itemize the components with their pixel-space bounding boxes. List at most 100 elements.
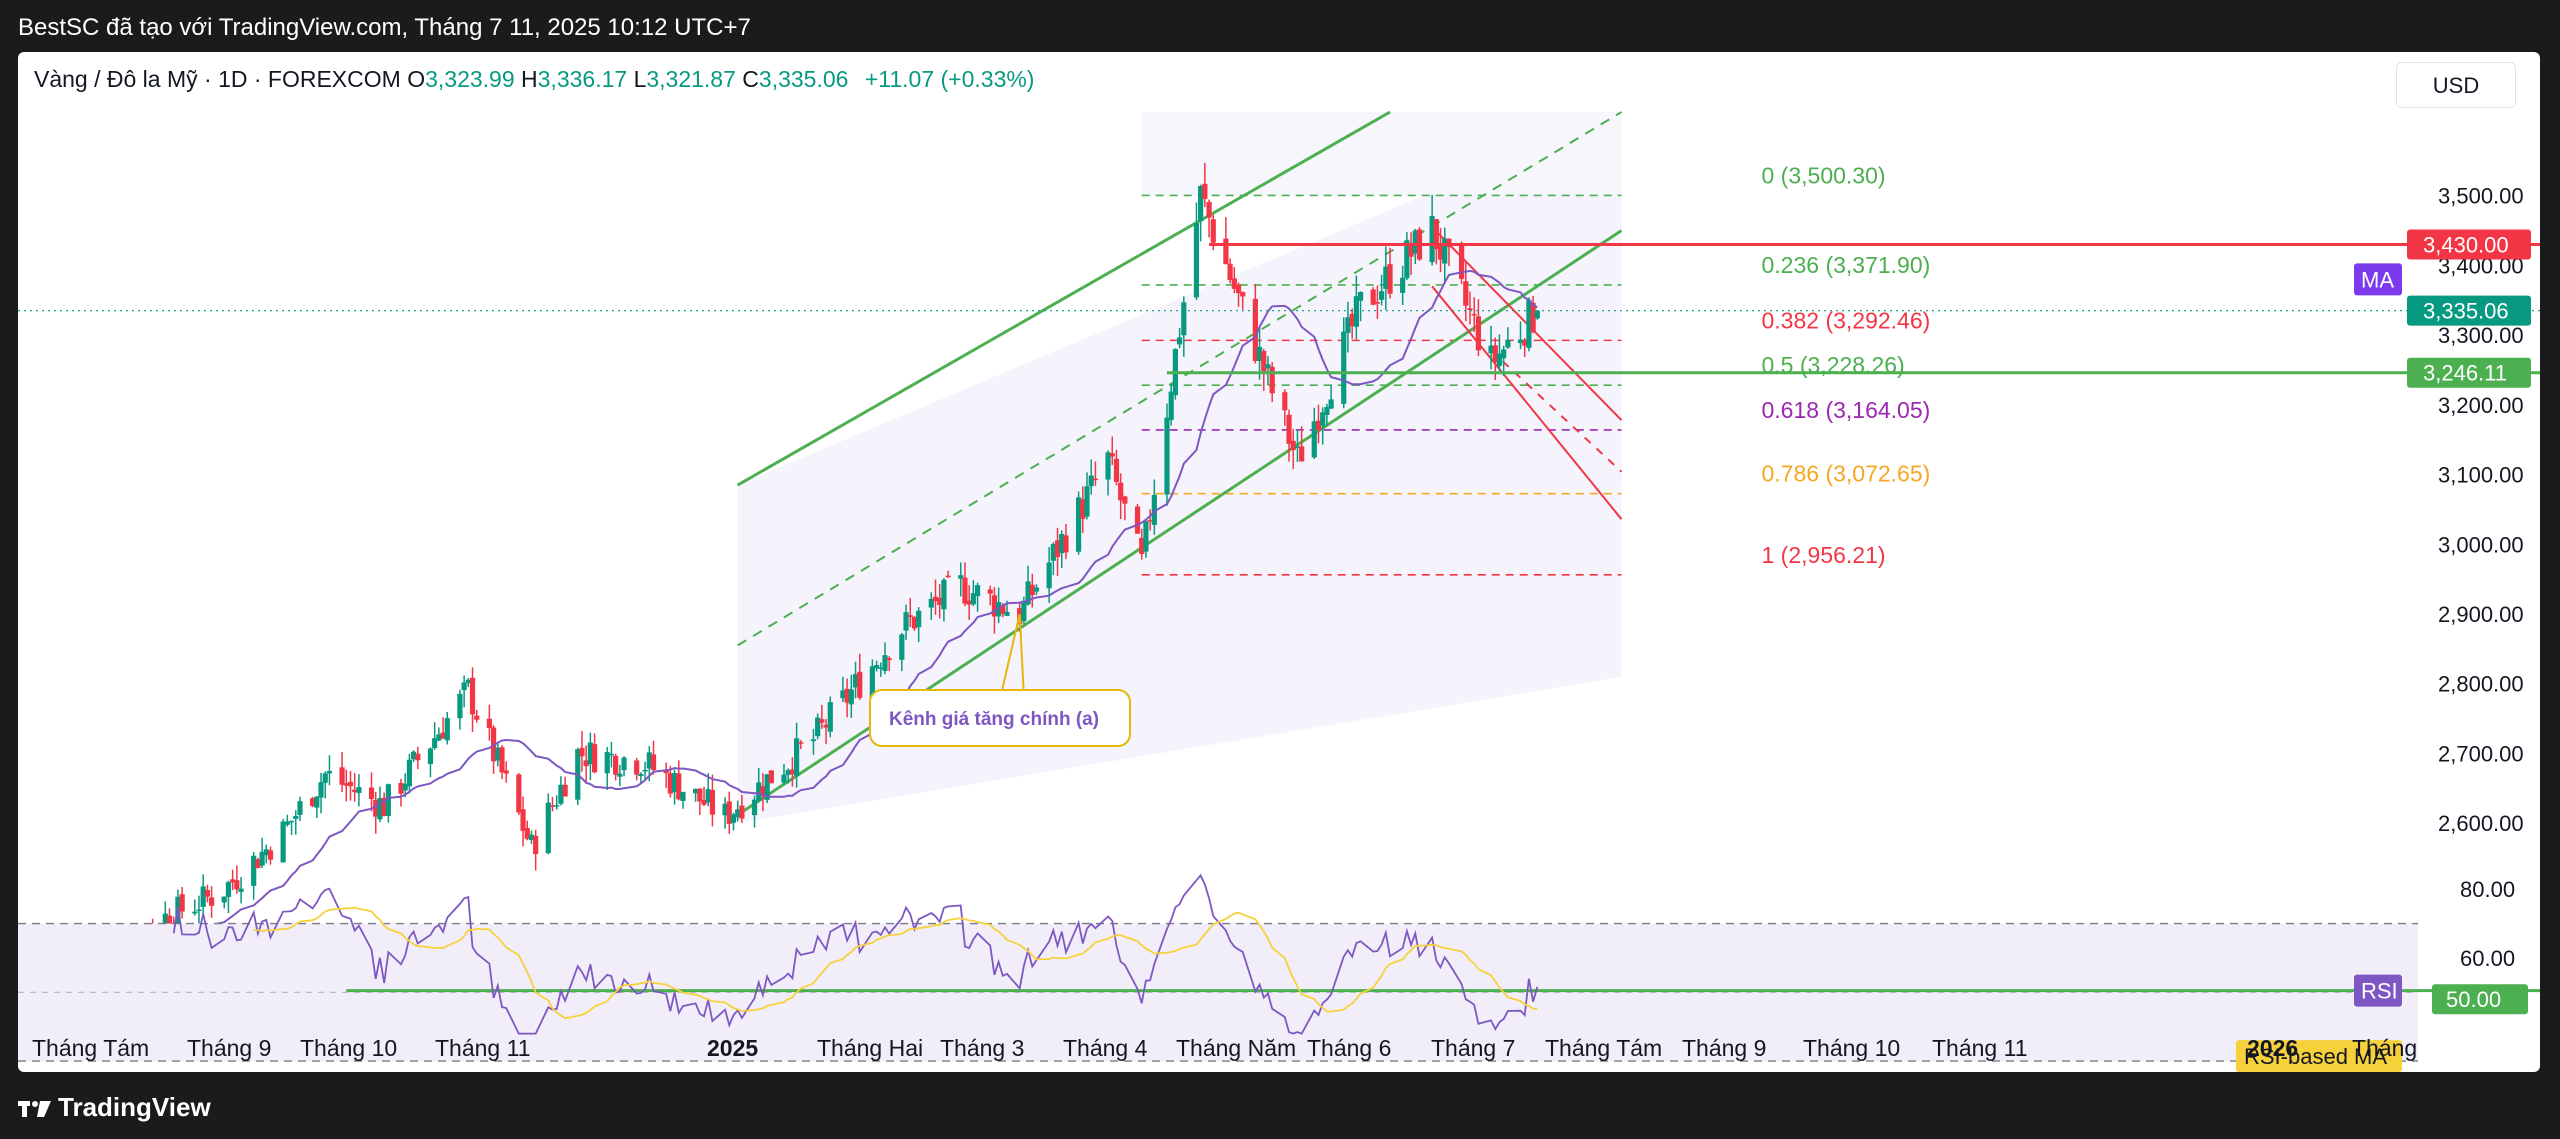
candle-body: [852, 674, 859, 688]
rsi-pane[interactable]: 80.00 60.00 RSI 50.00 RSI-based MA: [18, 873, 2540, 1072]
candle-body: [1193, 223, 1200, 298]
candle-body: [1387, 264, 1393, 294]
candle-body: [238, 888, 244, 892]
candle-body: [1429, 216, 1435, 263]
ma-tag-bg[interactable]: [2354, 263, 2402, 296]
candle-body: [987, 589, 993, 594]
resistance-price-label-bg: [2407, 229, 2531, 260]
fib-label-0.382: 0.382 (3,292.46): [1762, 307, 1931, 333]
candle-body: [310, 798, 316, 807]
channel-upper-line[interactable]: [736, 110, 1391, 487]
candle-body: [886, 658, 892, 660]
candle-body: [1080, 499, 1086, 519]
candle-body: [848, 689, 854, 705]
rsi-ma-tag[interactable]: RSI-based MA: [2244, 1044, 2387, 1069]
candle-body: [558, 784, 564, 804]
candle-body: [1113, 458, 1120, 482]
fibonacci-retracement[interactable]: 0 (3,500.30) 0.236 (3,371.90) 0.382 (3,292…: [1141, 162, 1931, 576]
candle-body: [1282, 392, 1288, 411]
candle-body: [520, 809, 526, 831]
candle-body: [457, 693, 463, 719]
price-tick: 3,000.00: [2438, 532, 2524, 557]
candle-body: [941, 579, 947, 610]
symbol-name: Vàng / Đô la Mỹ · 1D · FOREXCOM: [34, 66, 401, 92]
horizontal-lines[interactable]: [18, 242, 2540, 375]
candle-body: [1353, 296, 1359, 327]
candle-body: [1054, 540, 1061, 558]
candle-body: [1227, 263, 1233, 280]
candle-body: [591, 744, 598, 773]
fib-top-shading: [1141, 112, 1622, 196]
price-axis[interactable]: 3,500.003,400.003,300.003,200.003,100.00…: [2354, 184, 2531, 837]
time-tick: Tháng 11: [1932, 1035, 2027, 1061]
candle-body: [499, 747, 505, 773]
ma-tag[interactable]: MA: [2361, 267, 2394, 292]
candle-body: [1530, 302, 1536, 333]
candle-body: [1063, 535, 1069, 553]
candle-body: [1025, 581, 1031, 605]
low-label: L: [633, 66, 647, 92]
candle-body: [966, 600, 972, 605]
support-price-label-bg: [2407, 357, 2531, 388]
chart-panel[interactable]: 0 (3,500.30) 0.236 (3,371.90) 0.382 (3,292…: [18, 52, 2540, 1072]
candle-body: [857, 671, 863, 698]
fib-label-0: 0 (3,500.30): [1762, 162, 1886, 188]
candle-body: [739, 805, 745, 819]
time-tick: Tháng 7: [1431, 1035, 1515, 1061]
candle-body: [1202, 183, 1208, 200]
candle-body: [1075, 497, 1082, 552]
candle-body: [617, 773, 623, 777]
time-tick: Tháng: [2352, 1035, 2417, 1061]
candle-body: [1311, 421, 1317, 458]
candle-body: [440, 732, 446, 739]
candle-body: [1492, 345, 1498, 363]
time-tick: Tháng Hai: [817, 1035, 923, 1061]
candle-body: [377, 798, 383, 820]
candle-body: [1000, 605, 1006, 614]
rsi-ma-tag-bg[interactable]: [2236, 1040, 2402, 1072]
currency-button[interactable]: USD: [2396, 62, 2516, 108]
candle-body: [255, 859, 261, 869]
descending-channel-lower-line[interactable]: [1431, 285, 1623, 520]
candle-body: [314, 796, 320, 808]
candle-body: [1134, 506, 1141, 534]
candle-body: [899, 634, 905, 660]
rsi-tick: 80.00: [2460, 877, 2515, 902]
rsi-tick: 60.00: [2460, 946, 2515, 971]
time-axis[interactable]: Tháng Tám Tháng 9 Tháng 10 Tháng 11 2025 Thán…: [32, 1035, 2417, 1061]
candle-body: [722, 803, 728, 816]
last-price-label: 3,335.06: [2423, 299, 2509, 324]
candle-body: [402, 783, 408, 791]
candle-body: [280, 821, 286, 863]
candle-body: [385, 784, 391, 816]
candle-body: [465, 679, 471, 684]
time-tick: Tháng 9: [187, 1035, 271, 1061]
candle-body: [701, 799, 707, 805]
price-tick: 3,200.00: [2438, 393, 2524, 418]
rsi-tag-bg[interactable]: [2354, 974, 2402, 1007]
footer-bar: TradingView: [0, 1076, 2560, 1139]
change-value: +11.07 (+0.33%): [864, 66, 1035, 92]
time-tick: Tháng 3: [940, 1035, 1024, 1061]
fib-label-0.618: 0.618 (3,164.05): [1762, 397, 1931, 423]
candle-body: [1471, 313, 1477, 316]
candle-body: [1467, 308, 1473, 311]
candle-body: [928, 598, 934, 608]
candle-body: [495, 747, 501, 761]
candle-body: [1168, 391, 1174, 421]
candle-body: [827, 702, 833, 732]
chart-canvas[interactable]: 0 (3,500.30) 0.236 (3,371.90) 0.382 (3,292…: [18, 52, 2540, 1072]
annotation-layer[interactable]: Kênh giá tăng chính (a): [869, 613, 1131, 747]
fib-label-0.236: 0.236 (3,371.90): [1762, 252, 1931, 278]
rsi-tag[interactable]: RSI: [2361, 979, 2398, 1004]
candle-body: [996, 601, 1002, 617]
candle-body: [1118, 482, 1124, 501]
tradingview-logo[interactable]: TradingView: [18, 1092, 211, 1123]
candle-body: [406, 759, 413, 787]
annotation-box[interactable]: [869, 689, 1131, 747]
candle-body: [667, 773, 673, 794]
descending-channel-mid-line[interactable]: [1490, 349, 1623, 473]
candle-body: [284, 821, 290, 825]
candle-body: [1349, 313, 1355, 327]
annotation-text: Kênh giá tăng chính (a): [889, 709, 1099, 730]
